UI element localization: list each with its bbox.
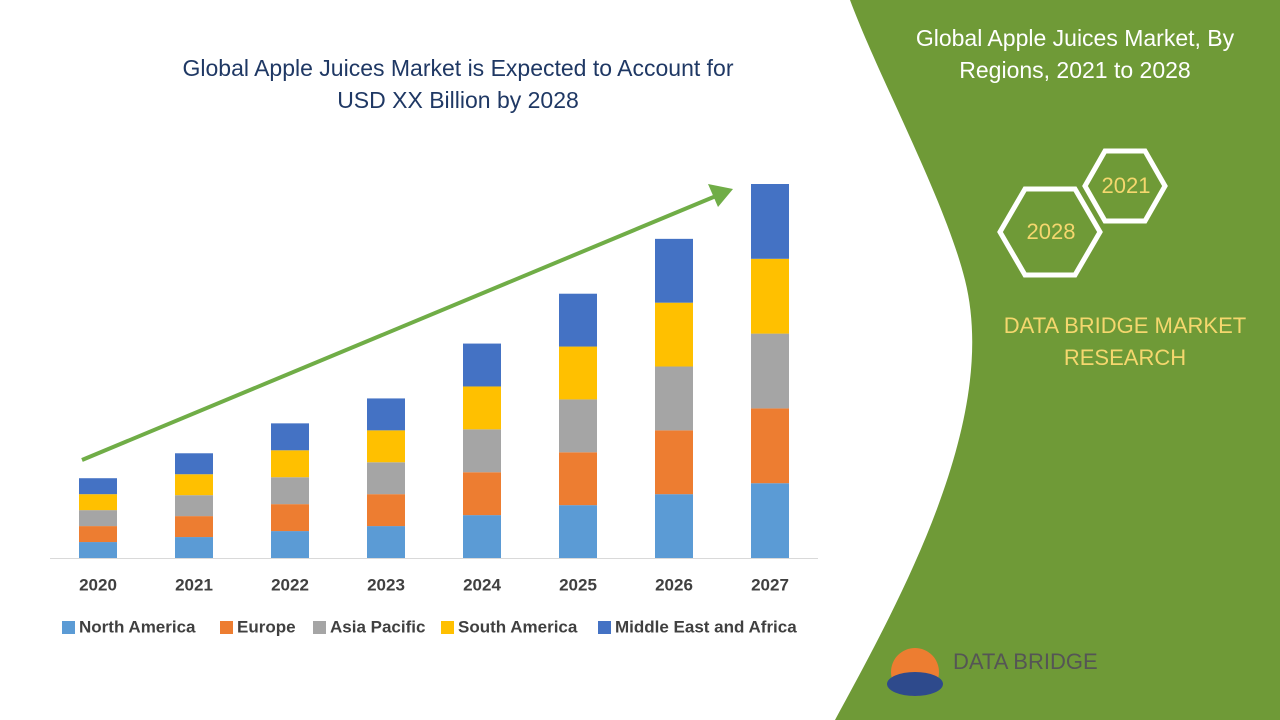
bar-segment [79, 510, 117, 527]
bar-segment [271, 531, 309, 558]
bar-segment [559, 293, 597, 347]
brand: DATA BRIDGE MARKET RESEARCH [1003, 313, 1247, 370]
chart-title: Global Apple Juices Market is Expected t… [182, 55, 734, 113]
bar-segment [655, 494, 693, 558]
bar-segment [175, 474, 213, 496]
bar-segment [751, 408, 789, 484]
x-tick-label: 2020 [79, 575, 117, 594]
bar-segment [559, 399, 597, 453]
bar-segment [751, 483, 789, 558]
bar-segment [463, 429, 501, 473]
legend-swatch [62, 621, 75, 634]
legend-swatch [598, 621, 611, 634]
bar-segment [175, 537, 213, 558]
x-tick-label: 2024 [463, 575, 501, 594]
legend-label: Middle East and Africa [615, 617, 797, 636]
bar-segment [655, 238, 693, 303]
legend-label: Europe [237, 617, 296, 636]
bar-segment [463, 515, 501, 558]
bar-segment [367, 526, 405, 558]
bar-segment [367, 462, 405, 495]
bar-segment [175, 453, 213, 475]
bar-segment [751, 258, 789, 334]
bar-segment [559, 505, 597, 558]
trend-arrow-head [708, 184, 733, 207]
bar-segment [367, 430, 405, 463]
bar-segment [655, 302, 693, 367]
trend-arrow [81, 194, 717, 462]
bar-segment [175, 495, 213, 517]
legend-label: North America [79, 617, 196, 636]
bar-segment [463, 386, 501, 430]
hexagon-label: 2028 [1027, 219, 1076, 244]
legend-swatch [441, 621, 454, 634]
logo-icon [887, 672, 943, 696]
x-tick-label: 2023 [367, 575, 405, 594]
bar-segment [271, 477, 309, 505]
bar-segment [559, 346, 597, 400]
bar-segment [79, 526, 117, 543]
bar-segment [271, 423, 309, 451]
x-tick-label: 2022 [271, 575, 309, 594]
bar-segment [175, 516, 213, 538]
bar-segment [79, 542, 117, 558]
legend-swatch [313, 621, 326, 634]
bar-segment [751, 333, 789, 409]
bar-segment [367, 398, 405, 431]
bar-segment [655, 366, 693, 431]
logo-text: DATA BRIDGE [953, 649, 1098, 674]
panel-title: Global Apple Juices Market, By Regions, … [915, 25, 1235, 83]
x-tick-label: 2025 [559, 575, 597, 594]
hexagon [997, 186, 1103, 278]
bar-segment [271, 450, 309, 478]
legend-label: Asia Pacific [330, 617, 425, 636]
bar-segment [751, 184, 789, 259]
bar-segment [271, 504, 309, 532]
bar-segment [463, 343, 501, 387]
bars: 2020 2021 2022 2023 2024 2025 2026 2027 [79, 184, 789, 594]
bar-segment [79, 478, 117, 495]
bar-segment [559, 452, 597, 506]
hexagon [1082, 148, 1168, 224]
legend-swatch [220, 621, 233, 634]
bar-segment [463, 472, 501, 516]
legend-label: South America [458, 617, 578, 636]
side-panel [835, 0, 1280, 720]
bar-segment [79, 494, 117, 511]
x-tick-label: 2021 [175, 575, 213, 594]
x-tick-label: 2026 [655, 575, 693, 594]
hexagon-label: 2021 [1102, 173, 1151, 198]
x-tick-label: 2027 [751, 575, 789, 594]
bar-segment [655, 430, 693, 495]
legend: North America Europe Asia Pacific South Ame… [62, 617, 797, 636]
bar-segment [367, 494, 405, 527]
